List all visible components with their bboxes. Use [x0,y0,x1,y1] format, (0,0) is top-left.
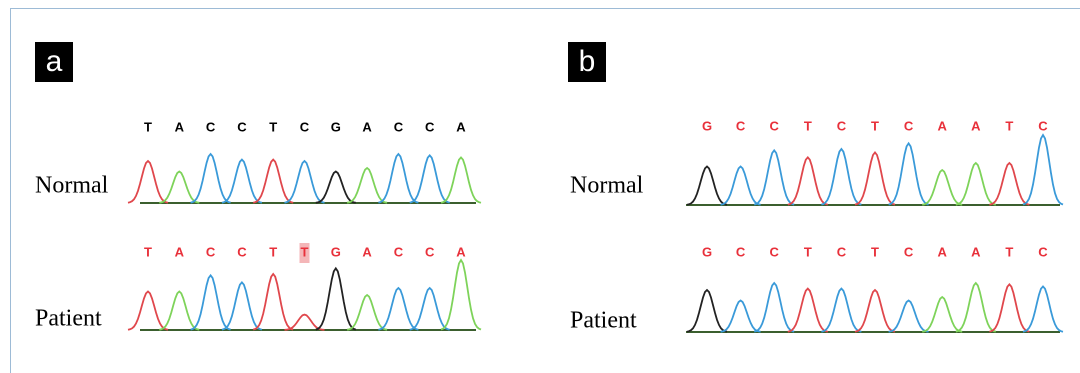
peak [687,290,727,332]
base-letter: A [362,119,372,134]
peak [128,161,168,203]
peak [128,292,168,330]
panel-label: a [46,45,63,78]
base-letter: C [206,244,216,259]
base-letter: C [237,244,247,259]
base-letter: C [394,119,404,134]
base-letter: A [971,244,981,259]
peak [159,292,199,330]
base-letter: T [144,119,152,134]
peak [821,289,861,332]
peak [721,167,761,205]
peak [285,161,325,203]
peak [222,160,262,203]
base-letter: A [938,118,948,133]
base-letter: C [736,118,746,133]
peak [410,288,450,330]
peak [378,288,418,330]
base-letter: T [1005,118,1013,133]
peak [191,154,231,203]
peak [754,150,794,204]
base-letter: C [300,119,310,134]
base-letter: T [1005,244,1013,259]
base-letter: A [362,244,372,259]
peak [855,153,895,205]
peak [1023,135,1063,205]
base-letter: T [804,118,812,133]
peak [754,283,794,332]
figure-canvas: a Normal T A C C T C G A C C A Patient T A C C T T G A C C Ab Nor… [0,0,1080,373]
peak [441,158,481,203]
peak [922,297,962,332]
peak [889,143,929,204]
panel-label: b [579,45,596,78]
base-letter: A [971,118,981,133]
base-letter: A [175,244,185,259]
peak [347,168,387,203]
peak [316,268,356,329]
base-letter: A [938,244,948,259]
base-letter: G [331,244,341,259]
base-letter: C [394,244,404,259]
peak [889,301,929,332]
peak [855,290,895,332]
peak [410,155,450,202]
base-letter: T [269,119,277,134]
peak [253,274,293,330]
base-letter: C [425,244,435,259]
peak [191,275,231,329]
peak [159,172,199,203]
base-letter: C [206,119,216,134]
base-letter: A [456,244,466,259]
base-letter: C [770,118,780,133]
base-letter: G [331,119,341,134]
peak [821,149,861,205]
peak [1023,287,1063,332]
base-letter: T [301,244,309,259]
base-letter: T [269,244,277,259]
base-letter: C [425,119,435,134]
base-letter: C [1038,244,1048,259]
base-letter: C [904,244,914,259]
base-letter: C [837,118,847,133]
base-letter: T [804,244,812,259]
figure: a Normal T A C C T C G A C C A Patient T A C C T T G A C C Ab Nor… [0,0,1080,373]
row-label: Patient [570,308,637,334]
peak [956,283,996,332]
peak [441,260,481,330]
row-label: Normal [35,173,109,199]
peak [687,167,727,205]
peak [378,154,418,203]
peak [788,289,828,332]
base-letter: C [837,244,847,259]
peak [989,284,1029,331]
base-letter: G [702,118,712,133]
base-letter: A [456,119,466,134]
base-letter: G [702,244,712,259]
peak [721,301,761,332]
peak [222,282,262,329]
peak [788,157,828,204]
base-letter: T [871,244,879,259]
base-letter: C [237,119,247,134]
base-letter: C [904,118,914,133]
peak [989,163,1029,205]
peak [347,295,387,330]
row-label: Normal [570,173,644,199]
peak [956,163,996,205]
peak [253,160,293,203]
base-letter: C [770,244,780,259]
base-letter: C [1038,118,1048,133]
base-letter: T [871,118,879,133]
base-letter: A [175,119,185,134]
row-label: Patient [35,306,102,332]
peak [316,172,356,203]
peak [922,170,962,205]
base-letter: T [144,244,152,259]
base-letter: C [736,244,746,259]
